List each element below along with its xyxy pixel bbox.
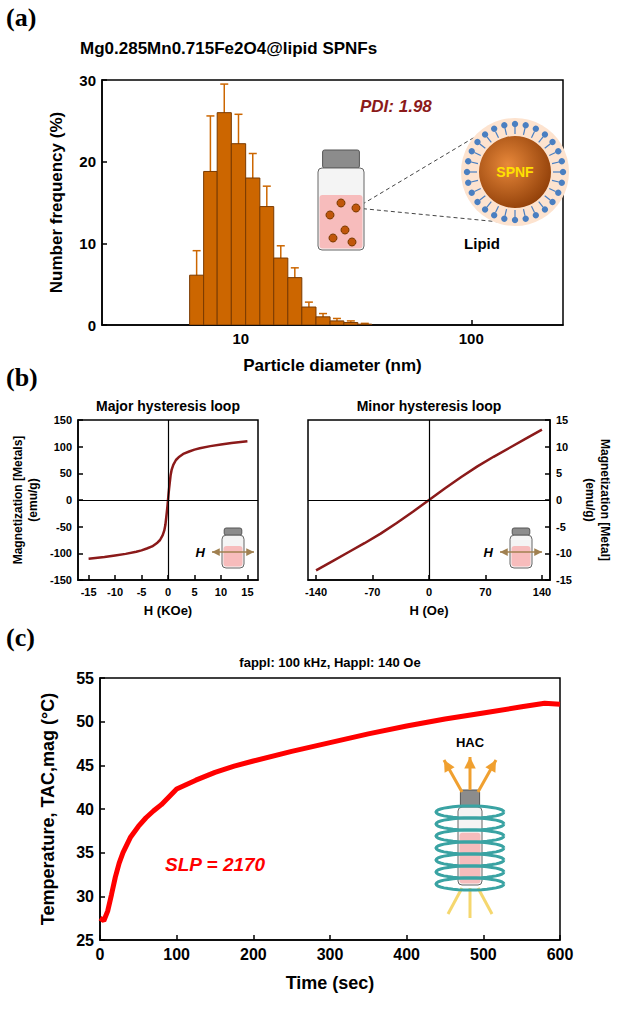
svg-text:10: 10 (556, 441, 568, 453)
svg-text:PDI: 1.98: PDI: 1.98 (360, 97, 432, 116)
svg-text:0: 0 (426, 586, 432, 598)
svg-text:SLP = 2170: SLP = 2170 (165, 854, 266, 875)
svg-text:35: 35 (76, 844, 94, 861)
svg-text:50: 50 (76, 713, 94, 730)
svg-text:-5: -5 (137, 586, 147, 598)
svg-text:150: 150 (54, 414, 72, 426)
svg-text:-10: -10 (556, 547, 572, 559)
svg-text:fappl: 100 kHz, Happl: 140 Oe: fappl: 100 kHz, Happl: 140 Oe (239, 655, 420, 670)
svg-text:Magnetization [Metal]: Magnetization [Metal] (598, 439, 612, 561)
svg-text:H: H (196, 545, 206, 560)
svg-text:-150: -150 (50, 574, 72, 586)
svg-text:H (Oe): H (Oe) (410, 603, 449, 618)
svg-text:55: 55 (76, 670, 94, 687)
svg-text:Mg0.285Mn0.715Fe2O4@lipid SPNF: Mg0.285Mn0.715Fe2O4@lipid SPNFs (80, 39, 377, 58)
svg-text:-15: -15 (556, 574, 572, 586)
svg-text:(emu/g): (emu/g) (583, 478, 597, 521)
svg-text:140: 140 (533, 586, 551, 598)
svg-text:(emu/g): (emu/g) (26, 478, 40, 521)
svg-text:600: 600 (547, 946, 574, 963)
svg-text:45: 45 (76, 757, 94, 774)
svg-text:100: 100 (459, 330, 484, 347)
svg-text:HAC: HAC (456, 735, 485, 750)
svg-text:Number frequency (%): Number frequency (%) (47, 112, 66, 293)
svg-text:(c): (c) (6, 623, 35, 652)
svg-text:0: 0 (88, 317, 96, 334)
svg-text:10: 10 (215, 586, 227, 598)
svg-text:Lipid: Lipid (464, 235, 500, 252)
svg-text:-100: -100 (50, 547, 72, 559)
svg-text:50: 50 (60, 467, 72, 479)
svg-text:5: 5 (556, 467, 562, 479)
svg-text:20: 20 (79, 153, 96, 170)
svg-text:-15: -15 (81, 586, 97, 598)
svg-text:Major hysteresis loop: Major hysteresis loop (96, 398, 240, 414)
svg-text:SPNF: SPNF (496, 164, 534, 180)
svg-text:100: 100 (163, 946, 190, 963)
svg-text:30: 30 (79, 72, 96, 89)
svg-text:Magnetization [Metals]: Magnetization [Metals] (11, 436, 25, 565)
svg-text:Particle diameter (nm): Particle diameter (nm) (243, 356, 422, 375)
svg-text:0: 0 (556, 494, 562, 506)
svg-text:Time (sec): Time (sec) (286, 973, 375, 993)
svg-text:40: 40 (76, 801, 94, 818)
svg-text:300: 300 (317, 946, 344, 963)
svg-text:Temperature, TAC,mag (°C): Temperature, TAC,mag (°C) (38, 693, 58, 926)
svg-text:70: 70 (479, 586, 491, 598)
svg-text:-10: -10 (107, 586, 123, 598)
svg-text:-50: -50 (56, 521, 72, 533)
svg-text:500: 500 (470, 946, 497, 963)
svg-text:200: 200 (240, 946, 267, 963)
svg-text:-140: -140 (305, 586, 327, 598)
svg-text:15: 15 (241, 586, 253, 598)
svg-text:-5: -5 (556, 521, 566, 533)
svg-text:-70: -70 (365, 586, 381, 598)
svg-text:0: 0 (165, 586, 171, 598)
svg-text:0: 0 (96, 946, 105, 963)
svg-text:H: H (484, 545, 494, 560)
svg-text:400: 400 (393, 946, 420, 963)
svg-text:0: 0 (66, 494, 72, 506)
svg-text:(b): (b) (6, 363, 38, 392)
svg-text:(a): (a) (6, 3, 36, 32)
svg-text:25: 25 (76, 932, 94, 949)
svg-text:Minor hysteresis loop: Minor hysteresis loop (357, 398, 502, 414)
svg-text:10: 10 (79, 235, 96, 252)
svg-text:15: 15 (556, 414, 568, 426)
svg-text:30: 30 (76, 888, 94, 905)
svg-text:H (KOe): H (KOe) (144, 603, 192, 618)
svg-text:100: 100 (54, 441, 72, 453)
svg-text:10: 10 (232, 330, 249, 347)
svg-text:5: 5 (191, 586, 197, 598)
